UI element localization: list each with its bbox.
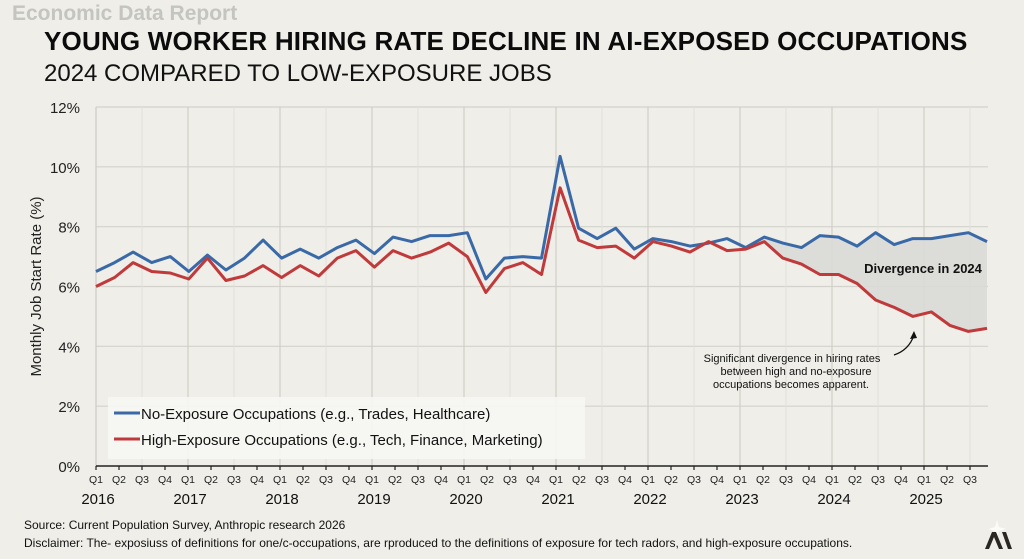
y-axis-label: Monthly Job Start Rate (%) bbox=[28, 196, 45, 376]
x-quarter-label: Q4 bbox=[158, 474, 172, 486]
x-quarter-label: Q3 bbox=[963, 474, 977, 486]
legend: No-Exposure Occupations (e.g., Trades, H… bbox=[108, 397, 585, 459]
x-quarter-label: Q3 bbox=[687, 474, 701, 486]
x-quarter-label: Q2 bbox=[940, 474, 954, 486]
disclaimer-note: Disclaimer: The- exposiuss of definition… bbox=[24, 536, 853, 550]
ai-logo-icon bbox=[985, 520, 1012, 549]
x-year-label: 2020 bbox=[449, 491, 482, 508]
x-year-label: 2018 bbox=[265, 491, 298, 508]
x-quarter-label: Q3 bbox=[227, 474, 241, 486]
x-quarter-label: Q1 bbox=[733, 474, 747, 486]
x-year-label: 2017 bbox=[173, 491, 206, 508]
x-quarter-label: Q4 bbox=[250, 474, 264, 486]
x-quarter-label: Q2 bbox=[204, 474, 218, 486]
x-year-label: 2022 bbox=[633, 491, 666, 508]
x-quarter-label: Q1 bbox=[917, 474, 931, 486]
chart-title: YOUNG WORKER HIRING RATE DECLINE IN AI-E… bbox=[44, 26, 968, 56]
x-quarter-label: Q4 bbox=[802, 474, 816, 486]
no-exposure-points bbox=[95, 156, 988, 280]
x-quarter-label: Q2 bbox=[296, 474, 310, 486]
x-quarter-label: Q3 bbox=[503, 474, 517, 486]
x-quarter-label: Q1 bbox=[549, 474, 563, 486]
x-quarter-label: Q3 bbox=[135, 474, 149, 486]
x-year-label: 2019 bbox=[357, 491, 390, 508]
x-quarter-label: Q3 bbox=[319, 474, 333, 486]
x-quarter-label: Q1 bbox=[89, 474, 103, 486]
x-quarter-label: Q1 bbox=[365, 474, 379, 486]
x-year-label: 2023 bbox=[725, 491, 758, 508]
x-quarter-label: Q2 bbox=[480, 474, 494, 486]
annotation-note-line: occupations becomes apparent. bbox=[713, 379, 869, 391]
x-year-label: 2025 bbox=[909, 491, 942, 508]
annotation-note-line: between high and no-exposure bbox=[720, 366, 871, 378]
x-quarter-label: Q2 bbox=[388, 474, 402, 486]
chart-subtitle: 2024 COMPARED TO LOW-EXPOSURE JOBS bbox=[44, 60, 552, 87]
x-quarter-label: Q4 bbox=[894, 474, 908, 486]
x-quarter-label: Q2 bbox=[848, 474, 862, 486]
legend-box bbox=[108, 397, 585, 459]
x-year-label: 2024 bbox=[817, 491, 850, 508]
x-quarter-label: Q3 bbox=[779, 474, 793, 486]
x-quarter-label: Q3 bbox=[871, 474, 885, 486]
high-exposure-points bbox=[95, 187, 988, 332]
x-quarter-label: Q3 bbox=[411, 474, 425, 486]
x-quarter-label: Q1 bbox=[457, 474, 471, 486]
x-quarter-label: Q1 bbox=[181, 474, 195, 486]
y-tick-label: 2% bbox=[58, 399, 80, 416]
y-tick-label: 0% bbox=[58, 459, 80, 476]
y-tick-label: 8% bbox=[58, 220, 80, 237]
divergence-shaded-region bbox=[745, 232, 987, 332]
y-tick-label: 12% bbox=[50, 100, 80, 117]
x-quarter-label: Q2 bbox=[572, 474, 586, 486]
source-note: Source: Current Population Survey, Anthr… bbox=[24, 518, 346, 532]
x-year-label: 2016 bbox=[81, 491, 114, 508]
y-tick-label: 6% bbox=[58, 280, 80, 297]
x-quarter-label: Q4 bbox=[434, 474, 448, 486]
report-label: Economic Data Report bbox=[12, 2, 238, 25]
x-quarter-label: Q2 bbox=[112, 474, 126, 486]
x-year-label: 2021 bbox=[541, 491, 574, 508]
x-quarter-label: Q2 bbox=[756, 474, 770, 486]
legend-label-high-exposure: High-Exposure Occupations (e.g., Tech, F… bbox=[141, 432, 543, 449]
y-tick-label: 10% bbox=[50, 160, 80, 177]
x-quarter-label: Q4 bbox=[710, 474, 724, 486]
x-quarter-label: Q1 bbox=[273, 474, 287, 486]
annotation-arrowhead bbox=[910, 331, 917, 339]
divergence-annotation-label: Divergence in 2024 bbox=[864, 261, 983, 276]
x-quarter-label: Q4 bbox=[342, 474, 356, 486]
x-quarter-label: Q4 bbox=[526, 474, 540, 486]
x-quarter-label: Q2 bbox=[664, 474, 678, 486]
x-quarter-label: Q1 bbox=[825, 474, 839, 486]
x-quarter-label: Q4 bbox=[618, 474, 632, 486]
x-quarter-label: Q3 bbox=[595, 474, 609, 486]
y-tick-label: 4% bbox=[58, 339, 80, 356]
legend-label-no-exposure: No-Exposure Occupations (e.g., Trades, H… bbox=[141, 406, 490, 423]
x-quarter-label: Q1 bbox=[641, 474, 655, 486]
annotation-note-line: Significant divergence in hiring rates bbox=[704, 353, 881, 365]
